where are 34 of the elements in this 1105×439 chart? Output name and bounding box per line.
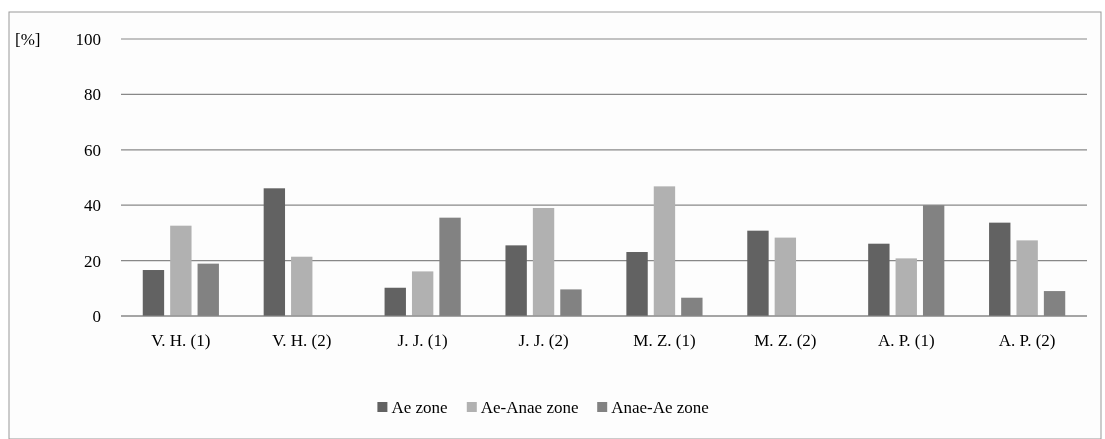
x-tick-label: A. P. (1) xyxy=(877,330,935,350)
y-axis-title: [%] xyxy=(15,29,41,49)
legend-label: Anae-Ae zone xyxy=(611,397,709,417)
bar xyxy=(895,258,917,316)
x-tick-label: M. Z. (2) xyxy=(754,330,817,350)
bar xyxy=(263,188,286,316)
x-tick-label: J. J. (1) xyxy=(397,330,448,350)
x-tick-label: M. Z. (1) xyxy=(633,330,696,350)
bar xyxy=(989,222,1011,316)
bar xyxy=(170,225,192,316)
y-tick-label: 20 xyxy=(84,251,101,271)
legend-label: Ae-Anae zone xyxy=(480,397,579,417)
bar xyxy=(532,207,555,316)
bar xyxy=(747,230,769,316)
bar xyxy=(774,237,797,316)
bar xyxy=(626,252,648,316)
y-tick-label: 100 xyxy=(75,29,101,49)
bar xyxy=(384,287,406,316)
bar xyxy=(868,243,890,316)
y-tick-label: 40 xyxy=(84,196,101,216)
bar xyxy=(1016,240,1038,316)
bar xyxy=(142,270,165,316)
bar xyxy=(653,186,676,316)
bar xyxy=(411,271,434,316)
bar xyxy=(505,245,527,316)
x-tick-label: J. J. (2) xyxy=(518,330,569,350)
y-tick-label: 0 xyxy=(92,306,101,326)
y-tick-label: 60 xyxy=(84,140,101,160)
x-tick-label: V. H. (2) xyxy=(272,330,332,350)
x-tick-label: V. H. (1) xyxy=(151,330,211,350)
legend-label: Ae zone xyxy=(391,397,448,417)
x-tick-label: A. P. (2) xyxy=(998,330,1056,350)
bar xyxy=(291,256,313,316)
y-tick-label: 80 xyxy=(84,85,101,105)
